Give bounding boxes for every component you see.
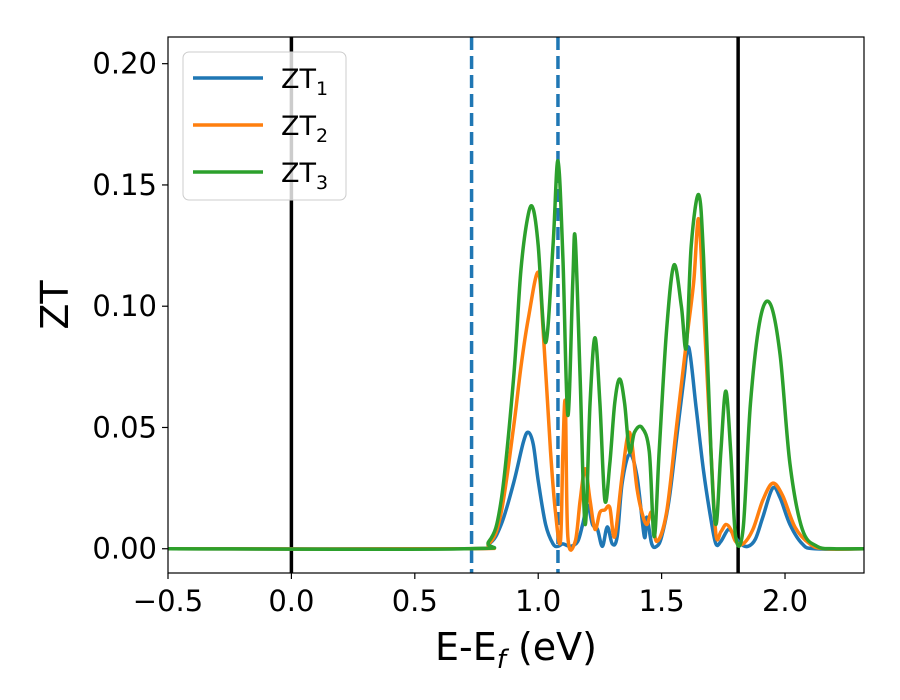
x-tick-label: −0.5 (133, 584, 203, 618)
x-tick-label: 2.0 (762, 584, 808, 618)
legend: ZT1 ZT2 ZT3 (182, 51, 347, 201)
x-tick-label: 0.5 (392, 584, 438, 618)
series-layer (168, 158, 864, 552)
y-tick-label: 0.05 (92, 410, 157, 444)
series-line-zt1 (168, 345, 864, 551)
legend-label-zt1: ZT1 (281, 64, 328, 100)
y-tick-label: 0.00 (92, 532, 157, 566)
x-axis-ticks: −0.5 0.0 0.5 1.0 1.5 2.0 (133, 573, 808, 618)
y-tick-label: 0.15 (92, 168, 157, 202)
x-axis-title: E-Ef (eV) (435, 625, 597, 675)
x-tick-label: 1.5 (639, 584, 685, 618)
legend-label-zt2: ZT2 (281, 111, 328, 147)
x-axis-title-unit: (eV) (506, 625, 597, 669)
x-axis-title-main: E-E (435, 625, 497, 669)
x-tick-label: 1.0 (515, 584, 561, 618)
legend-box (182, 51, 347, 201)
y-axis-title: ZT (33, 280, 77, 330)
plot-frame (167, 36, 865, 574)
y-tick-label: 0.10 (92, 289, 157, 323)
legend-label-zt3: ZT3 (281, 158, 328, 194)
y-tick-label: 0.20 (92, 47, 157, 81)
series-line-zt3 (168, 158, 864, 552)
x-tick-label: 0.0 (268, 584, 314, 618)
series-line-zt2 (168, 217, 864, 552)
y-axis-ticks: 0.00 0.05 0.10 0.15 0.20 (92, 47, 168, 566)
